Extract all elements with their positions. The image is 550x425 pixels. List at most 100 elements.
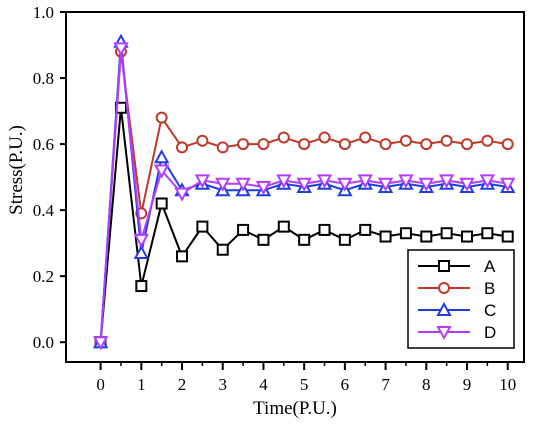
legend-item: D [418, 323, 496, 342]
x-tick-label: 4 [259, 375, 268, 394]
plot-border [65, 11, 525, 363]
data-point-triangle-down [276, 174, 292, 189]
data-point-triangle-down [500, 177, 516, 192]
series-layer [92, 33, 516, 351]
data-point-square [440, 227, 453, 240]
data-point-triangle-down [113, 42, 129, 57]
data-point-triangle-down [174, 187, 190, 202]
axis-ticks [60, 11, 509, 370]
data-point-square [481, 227, 494, 240]
x-tick-label: 7 [381, 375, 390, 394]
data-point-square [277, 220, 290, 233]
x-tick-label: 6 [341, 375, 350, 394]
y-tick-label: 0.8 [33, 69, 54, 88]
legend-label: A [484, 257, 496, 276]
data-point-square [359, 223, 372, 236]
data-point-circle [257, 138, 270, 151]
data-point-square [196, 220, 209, 233]
data-point-square [318, 223, 331, 236]
data-point-triangle-down [436, 326, 452, 341]
data-point-circle [196, 134, 209, 147]
legend-item: A [418, 257, 496, 276]
data-point-circle [155, 111, 168, 124]
data-point-triangle-down [92, 336, 109, 351]
x-tick-label: 8 [422, 375, 431, 394]
legend-label: B [484, 279, 495, 298]
data-point-square [298, 233, 311, 246]
plot-frame [65, 11, 525, 363]
data-point-triangle-down [438, 174, 455, 189]
legend-label: C [484, 301, 496, 320]
data-point-triangle-down [296, 177, 312, 192]
data-point-circle [399, 134, 412, 147]
data-point-circle [216, 141, 229, 154]
data-point-circle [237, 138, 250, 151]
data-point-triangle-down [337, 177, 353, 192]
data-point-triangle-down [235, 177, 251, 192]
x-tick-label: 9 [463, 375, 472, 394]
data-point-circle [176, 141, 189, 154]
data-point-circle [379, 138, 392, 151]
data-point-triangle-down [133, 233, 150, 248]
y-axis-label: Stress(P.U.) [6, 125, 27, 215]
data-point-square [399, 227, 412, 240]
data-point-square [237, 223, 250, 236]
data-point-triangle-down [479, 174, 496, 189]
data-point-circle [338, 138, 351, 151]
y-tick-label: 0.6 [33, 135, 54, 154]
x-tick-label: 10 [499, 375, 516, 394]
series-A [94, 101, 514, 349]
axis-tick-labels: 0 1 2 3 4 5 6 7 8 9 10 0.0 0.2 0.4 0.6 0.8 1.0 [33, 3, 516, 394]
data-point-square [176, 250, 189, 263]
data-point-circle [420, 138, 433, 151]
data-point-square [379, 230, 392, 243]
data-point-circle [501, 138, 514, 151]
x-tick-label: 0 [96, 375, 105, 394]
data-point-triangle-up [133, 244, 150, 260]
data-point-triangle-down [255, 181, 272, 196]
data-point-circle [481, 134, 494, 147]
data-point-square [257, 233, 270, 246]
data-point-square [420, 230, 433, 243]
legend-label: D [484, 323, 496, 342]
x-axis-label: Time(P.U.) [253, 398, 337, 419]
data-point-triangle-down [357, 174, 373, 189]
data-point-circle [298, 138, 311, 151]
data-point-triangle-down [377, 177, 394, 192]
data-point-triangle-down [316, 174, 333, 189]
data-point-circle [438, 282, 450, 294]
y-tick-label: 0.0 [33, 333, 54, 352]
data-point-square [135, 280, 148, 293]
legend-item: C [418, 301, 496, 320]
data-point-square [155, 197, 168, 210]
x-tick-label: 2 [178, 375, 187, 394]
data-point-triangle-down [398, 174, 414, 189]
data-point-triangle-up [436, 301, 452, 316]
data-point-square [461, 230, 474, 243]
data-point-triangle-down [459, 177, 475, 192]
x-tick-label: 3 [218, 375, 227, 394]
data-point-triangle-up [153, 149, 170, 164]
data-point-square [501, 230, 514, 243]
legend-box [407, 249, 515, 349]
data-point-square [338, 233, 351, 246]
legend-item: B [418, 279, 495, 298]
data-point-triangle-down [418, 177, 434, 192]
y-tick-label: 0.2 [33, 267, 54, 286]
data-point-circle [440, 134, 453, 147]
data-point-square [438, 260, 450, 272]
data-point-triangle-down [215, 177, 231, 192]
x-tick-label: 5 [300, 375, 309, 394]
data-point-triangle-down [153, 164, 170, 179]
data-point-triangle-down [194, 174, 211, 189]
data-point-circle [277, 131, 290, 144]
x-tick-label: 1 [137, 375, 146, 394]
series-D [92, 42, 516, 351]
data-point-square [216, 243, 229, 256]
data-point-circle [359, 131, 372, 144]
data-point-circle [461, 138, 474, 151]
y-tick-label: 1.0 [33, 3, 54, 22]
